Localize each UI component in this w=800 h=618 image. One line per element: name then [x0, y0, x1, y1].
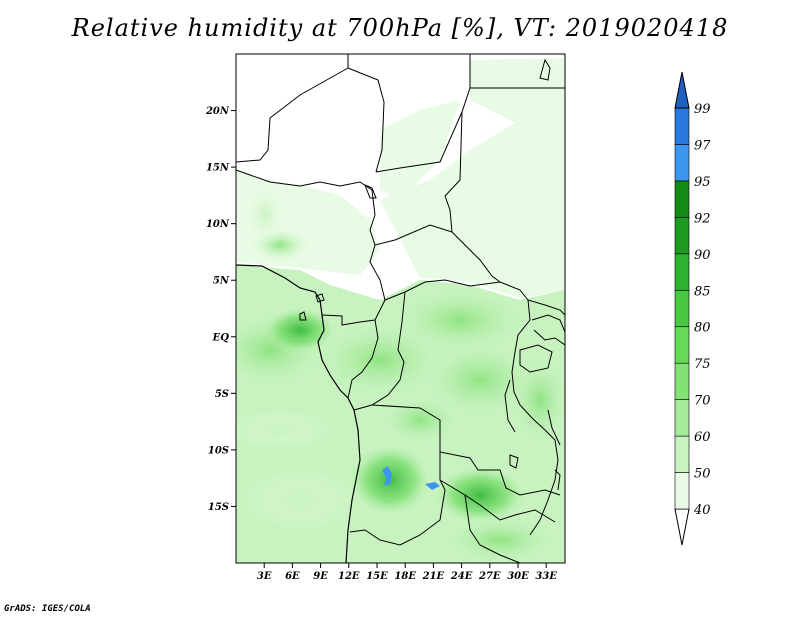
- colorbar-box: [674, 144, 690, 182]
- lon-tick-label: 15E: [366, 571, 388, 582]
- colorbar-box: [674, 289, 690, 328]
- software-credit: GrADS: IGES/COLA: [4, 604, 91, 614]
- lon-tick-label: 33E: [535, 571, 557, 582]
- colorbar-label: 90: [694, 248, 711, 263]
- colorbar-bottom-arrow: [674, 508, 690, 546]
- country-borders: [236, 54, 565, 563]
- lat-tick-label: 15N: [206, 163, 230, 174]
- colorbar-top-arrow: [674, 71, 690, 109]
- lon-tick-label: 21E: [422, 571, 445, 582]
- lon-tick-label: 9E: [313, 571, 328, 582]
- lat-tick-label: 10N: [206, 219, 230, 230]
- colorbar-label: 92: [694, 211, 711, 226]
- latitude-axis: 20N 15N 10N 5N EQ 5S 10S 15S: [205, 106, 236, 513]
- lat-tick-label: 15S: [208, 502, 229, 513]
- colorbar-label: 97: [694, 138, 711, 153]
- lon-tick-label: 6E: [285, 571, 300, 582]
- lat-tick-label: 10S: [208, 445, 229, 456]
- lon-tick-label: 18E: [394, 571, 416, 582]
- plot-frame: [235, 53, 566, 564]
- colorbar-box: [674, 326, 690, 364]
- lon-tick-label: 30E: [507, 571, 529, 582]
- colorbar-box: [674, 472, 690, 510]
- colorbar-label: 95: [694, 175, 711, 190]
- lon-tick-label: 12E: [338, 571, 360, 582]
- lon-tick-label: 24E: [450, 571, 473, 582]
- chart-title: Relative humidity at 700hPa [%], VT: 201…: [71, 14, 729, 42]
- longitude-axis: 3E 6E 9E 12E 15E 18E 21E 24E 27E 30E 33E: [257, 563, 557, 582]
- colorbar-box: [674, 253, 690, 291]
- lat-tick-label: 20N: [205, 106, 230, 117]
- humidity-field: [236, 54, 565, 563]
- lon-tick-label: 27E: [478, 571, 501, 582]
- lat-tick-label: 5S: [215, 389, 229, 400]
- colorbar-box: [674, 399, 690, 437]
- colorbar-box: [674, 180, 690, 218]
- colorbar-box: [674, 217, 690, 255]
- colorbar-label: 70: [694, 394, 711, 409]
- colorbar-label: 80: [694, 321, 711, 336]
- lon-tick-label: 3E: [257, 571, 272, 582]
- colorbar-box: [674, 435, 690, 473]
- colorbar-label: 60: [694, 430, 711, 445]
- colorbar-box: [674, 362, 690, 400]
- colorbar: 40 50 60 70 75 80 85 90 92 95 97 99: [674, 71, 711, 546]
- colorbar-label: 75: [694, 357, 711, 372]
- colorbar-label: 85: [694, 284, 711, 299]
- colorbar-label: 99: [694, 102, 711, 117]
- lat-tick-label: EQ: [212, 332, 230, 343]
- colorbar-label: 40: [693, 503, 711, 518]
- lat-tick-label: 5N: [213, 276, 230, 287]
- colorbar-box: [674, 107, 690, 145]
- colorbar-label: 50: [694, 467, 711, 482]
